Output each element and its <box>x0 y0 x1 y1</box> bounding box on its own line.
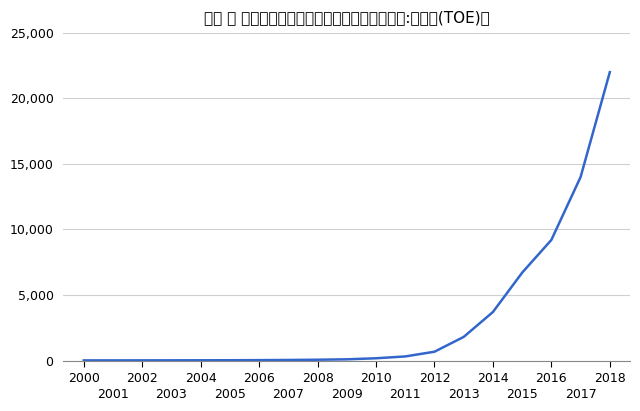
Title: 米国 ー 太陽光発電量（石油換算トン）　［単位:千トン(TOE)］: 米国 ー 太陽光発電量（石油換算トン） ［単位:千トン(TOE)］ <box>204 10 490 25</box>
